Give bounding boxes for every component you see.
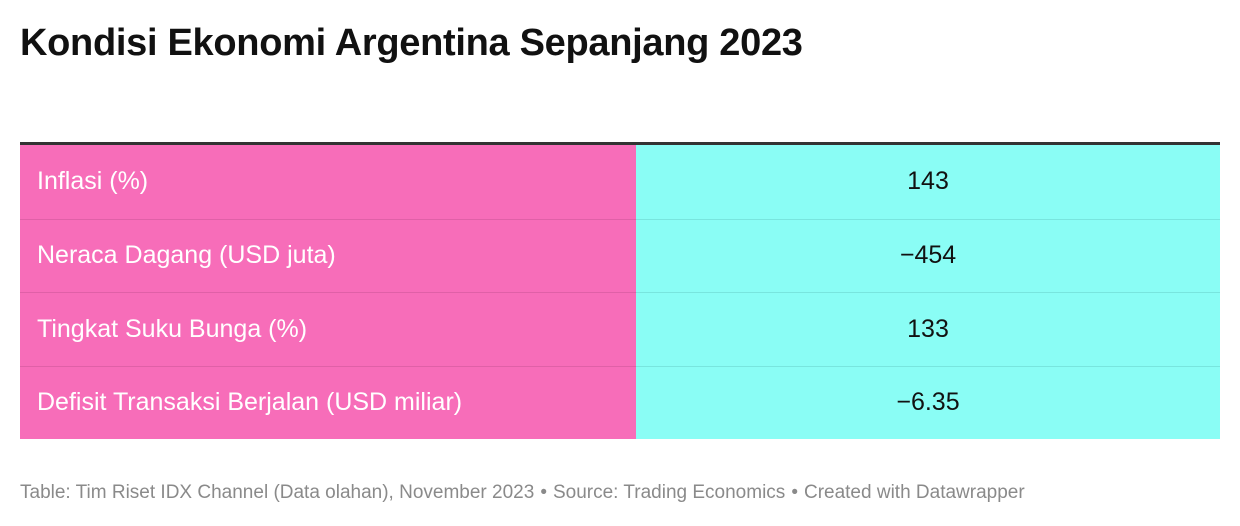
row-label: Neraca Dagang (USD juta) (20, 218, 636, 292)
created-with-credit: Created with Datawrapper (803, 482, 1025, 503)
table-credit: Table: Tim Riset IDX Channel (Data olaha… (20, 482, 535, 503)
row-value: −6.35 (636, 365, 1220, 439)
page-title: Kondisi Ekonomi Argentina Sepanjang 2023 (20, 22, 803, 64)
row-value: 133 (636, 292, 1220, 366)
footer-separator: • (791, 482, 798, 503)
row-value: 143 (636, 145, 1220, 219)
source-credit: Source: Trading Economics (552, 482, 786, 503)
table-row: Defisit Transaksi Berjalan (USD miliar) −… (20, 365, 1220, 439)
data-table: Inflasi (%) 143 Neraca Dagang (USD juta) −4… (20, 142, 1220, 439)
row-label: Inflasi (%) (20, 145, 636, 219)
table-row: Tingkat Suku Bunga (%) 133 (20, 292, 1220, 366)
table-row: Inflasi (%) 143 (20, 145, 1220, 219)
row-label: Defisit Transaksi Berjalan (USD miliar) (20, 365, 636, 439)
footer-credits: Table: Tim Riset IDX Channel (Data olaha… (20, 482, 1025, 504)
row-label: Tingkat Suku Bunga (%) (20, 292, 636, 366)
row-value: −454 (636, 218, 1220, 292)
footer-separator: • (540, 482, 547, 503)
table-row: Neraca Dagang (USD juta) −454 (20, 218, 1220, 292)
